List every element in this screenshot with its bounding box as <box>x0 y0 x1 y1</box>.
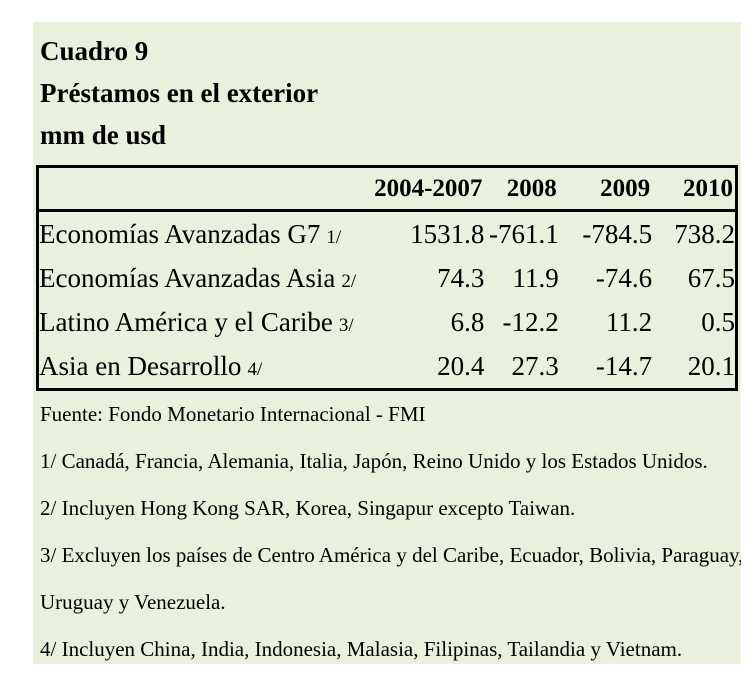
footnote-3-line-1: 3/ Excluyen los países de Centro América… <box>40 543 741 567</box>
footnote-marker: 2/ <box>341 270 357 292</box>
column-header-2009: 2009 <box>558 166 653 212</box>
row-label-text: Economías Avanzadas G7 <box>39 218 321 249</box>
footnotes-block: Fuente: Fondo Monetario Internacional - … <box>33 391 741 664</box>
table-number-title: Cuadro 9 <box>40 36 149 66</box>
footnote-marker: 4/ <box>247 358 263 380</box>
cell-value: 74.3 <box>437 262 485 293</box>
row-label: Economías Avanzadas Asia 2/ <box>38 256 364 300</box>
row-label-text: Latino América y el Caribe <box>39 306 333 337</box>
footnote-3-line-2: Uruguay y Venezuela. <box>40 590 226 614</box>
cell-value: 1531.8 <box>410 218 485 249</box>
row-label: Asia en Desarrollo 4/ <box>38 344 364 390</box>
footnote-2: 2/ Incluyen Hong Kong SAR, Korea, Singap… <box>40 496 576 520</box>
row-label-text: Economías Avanzadas Asia <box>39 262 336 293</box>
row-label-text: Asia en Desarrollo <box>39 350 242 381</box>
cell-value: -784.5 <box>582 218 653 249</box>
cell-value: 0.5 <box>701 306 735 337</box>
cell-value: 67.5 <box>687 262 735 293</box>
footnote-4: 4/ Incluyen China, India, Indonesia, Mal… <box>40 637 683 661</box>
table-main-title: Préstamos en el exterior <box>40 78 319 108</box>
row-label: Economías Avanzadas G7 1/ <box>38 211 364 257</box>
cell-value: 6.8 <box>450 306 485 337</box>
footnote-marker: 3/ <box>338 314 354 336</box>
cell-value: 11.9 <box>512 262 559 293</box>
cell-value: -12.2 <box>502 306 559 337</box>
cell-value: -14.7 <box>595 350 653 381</box>
table-row-asia-desarrollo: Asia en Desarrollo 4/ 20.4 27.3 -14.7 20.… <box>38 344 737 390</box>
cell-value: 11.2 <box>605 306 653 337</box>
column-header-2008: 2008 <box>484 166 559 212</box>
row-label: Latino América y el Caribe 3/ <box>38 300 364 344</box>
cell-value: 738.2 <box>674 218 735 249</box>
table-units-title: mm de usd <box>40 120 167 150</box>
column-header-2010: 2010 <box>652 166 737 212</box>
table-row-latino-america: Latino América y el Caribe 3/ 6.8 -12.2 1… <box>38 300 737 344</box>
column-header-blank <box>37 166 364 212</box>
table-panel: Cuadro 9 Préstamos en el exterior mm de … <box>33 22 741 664</box>
cell-value: 27.3 <box>511 350 559 381</box>
cell-value: 20.4 <box>437 350 485 381</box>
title-block: Cuadro 9 Préstamos en el exterior mm de … <box>33 22 741 156</box>
loans-abroad-table: 2004-2007 2008 2009 2010 Economías Avanz… <box>36 165 738 391</box>
cell-value: 20.1 <box>687 350 735 381</box>
cell-value: -761.1 <box>488 218 559 249</box>
footnote-marker: 1/ <box>326 226 342 248</box>
footnote-1: 1/ Canadá, Francia, Alemania, Italia, Ja… <box>40 449 708 473</box>
source-note: Fuente: Fondo Monetario Internacional - … <box>40 402 426 426</box>
header-row: 2004-2007 2008 2009 2010 <box>37 166 737 212</box>
table-row-asia-avanzadas: Economías Avanzadas Asia 2/ 74.3 11.9 -74… <box>38 256 737 300</box>
column-header-2004-2007: 2004-2007 <box>363 166 485 212</box>
cell-value: -74.6 <box>595 262 653 293</box>
table-row-g7: Economías Avanzadas G7 1/ 1531.8 -761.1 -… <box>38 211 737 257</box>
